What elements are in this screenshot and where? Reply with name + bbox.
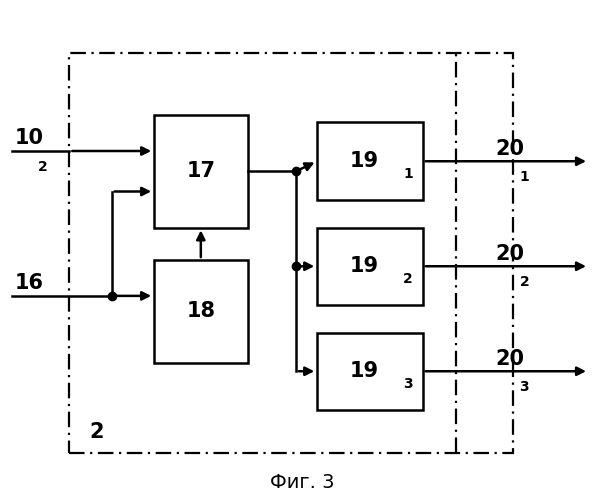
Bar xyxy=(317,122,423,200)
Text: 3: 3 xyxy=(403,377,413,391)
Text: 18: 18 xyxy=(186,301,216,322)
Text: 2: 2 xyxy=(38,160,48,174)
Text: 20: 20 xyxy=(495,244,524,264)
Text: 20: 20 xyxy=(495,138,524,159)
Text: 17: 17 xyxy=(186,161,216,181)
Text: 16: 16 xyxy=(15,274,44,293)
Text: Фиг. 3: Фиг. 3 xyxy=(270,474,334,492)
Text: 1: 1 xyxy=(519,170,529,184)
Text: 2: 2 xyxy=(403,272,413,286)
Text: 2: 2 xyxy=(89,422,104,442)
Text: 20: 20 xyxy=(495,349,524,369)
Bar xyxy=(69,52,513,452)
Text: 1: 1 xyxy=(403,167,413,181)
Text: 10: 10 xyxy=(15,128,44,148)
Text: 2: 2 xyxy=(519,275,529,289)
Bar xyxy=(317,228,423,305)
Bar xyxy=(154,115,248,228)
Text: 19: 19 xyxy=(349,361,379,381)
Text: 19: 19 xyxy=(349,151,379,171)
Bar xyxy=(154,260,248,362)
Text: 19: 19 xyxy=(349,256,379,276)
Bar xyxy=(317,332,423,410)
Text: 3: 3 xyxy=(519,380,529,394)
